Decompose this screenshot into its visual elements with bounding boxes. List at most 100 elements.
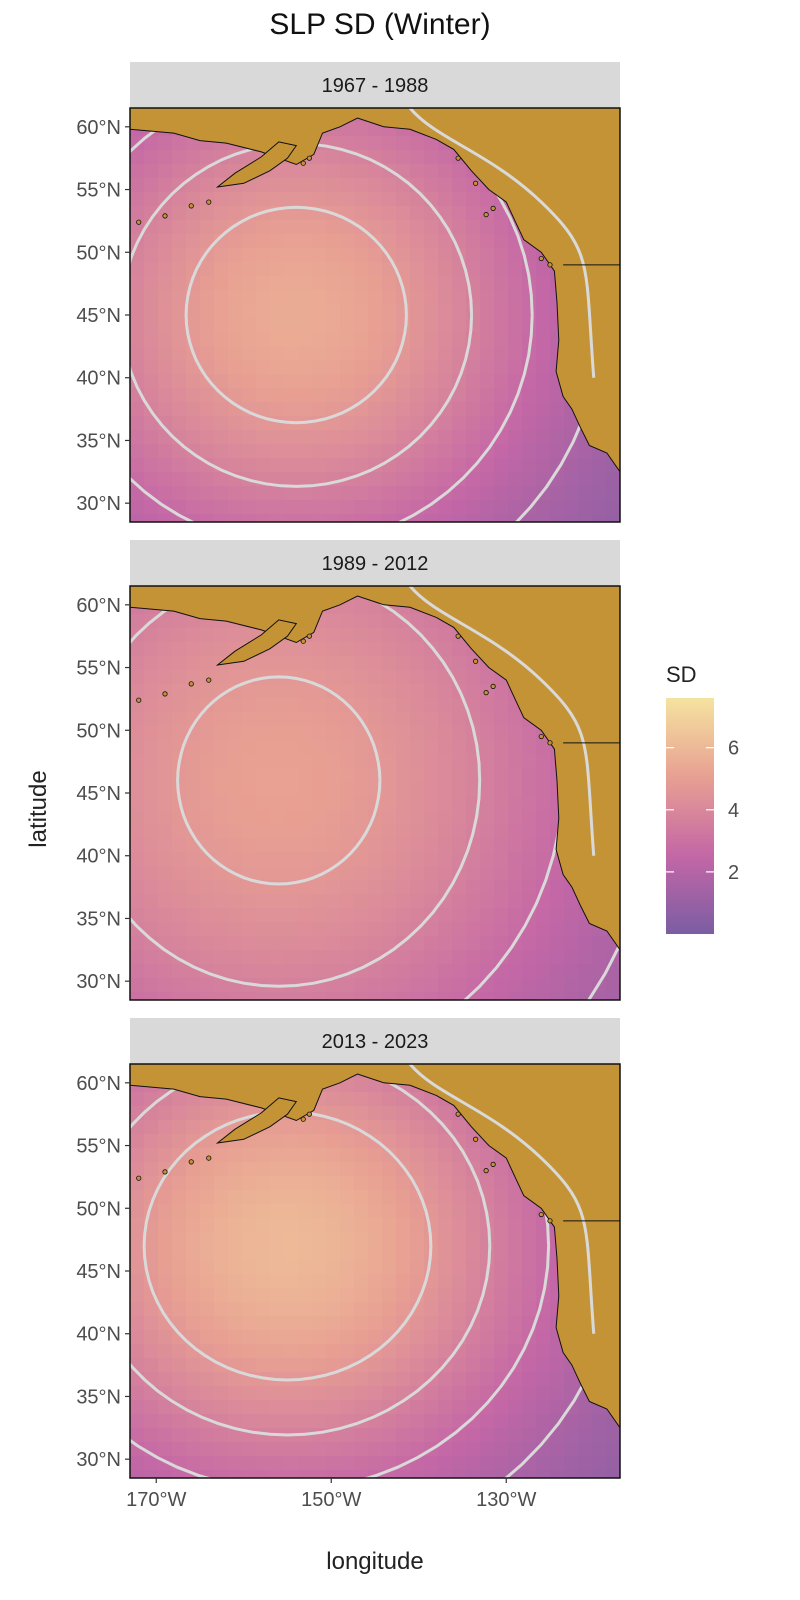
island [162, 691, 168, 697]
contour-line [130, 1064, 551, 1478]
y-tick-label: 60°N [76, 595, 121, 617]
alaska-peninsula [215, 1097, 298, 1144]
y-tick-label: 50°N [76, 1198, 121, 1220]
y-tick-label: 60°N [76, 117, 121, 139]
island [483, 690, 489, 696]
panel-content [84, 586, 620, 1000]
y-tick-label: 35°N [76, 1386, 121, 1408]
legend-title: SD [666, 662, 697, 687]
land-mass [130, 1064, 620, 1429]
island [473, 180, 479, 186]
island [306, 633, 312, 639]
island [162, 1169, 168, 1175]
island [490, 205, 496, 211]
island [547, 740, 553, 746]
island [473, 1136, 479, 1142]
y-tick-label: 45°N [76, 783, 121, 805]
island [136, 697, 142, 703]
y-tick-label: 40°N [76, 1324, 121, 1346]
legend-tick-label: 6 [728, 738, 739, 760]
y-tick-label: 55°N [76, 658, 121, 680]
island [95, 707, 99, 711]
island [473, 658, 479, 664]
land-contour-line [408, 108, 596, 378]
panel-content [84, 108, 620, 522]
contour-line [176, 675, 382, 886]
island [188, 203, 194, 209]
island [483, 1168, 489, 1174]
land-mass [130, 586, 620, 951]
island [84, 1183, 88, 1187]
panel-2: 1989 - 2012 30°N 35°N 40°N 45°N 50°N 55°N 60°N [76, 540, 621, 1001]
facet-label: 1967 - 1988 [322, 75, 429, 97]
island [136, 219, 142, 225]
legend-tick-label: 4 [728, 800, 739, 822]
y-tick-label: 30°N [76, 1449, 121, 1471]
island [490, 1161, 496, 1167]
island [188, 681, 194, 687]
island [84, 705, 88, 709]
island [84, 227, 88, 231]
island [162, 213, 168, 219]
legend-tick-label: 2 [728, 862, 739, 884]
island [102, 1183, 106, 1187]
legend-colorbar [666, 698, 714, 934]
x-tick-label: 170°W [126, 1489, 186, 1511]
island [206, 199, 212, 205]
island [455, 633, 461, 639]
island [102, 227, 106, 231]
panel-content [84, 1064, 620, 1478]
island [490, 683, 496, 689]
y-tick-label: 55°N [76, 180, 121, 202]
facet-label: 2013 - 2023 [322, 1031, 429, 1053]
contour-line [184, 205, 408, 425]
y-tick-label: 35°N [76, 908, 121, 930]
island [300, 1116, 306, 1122]
facet-strip [130, 62, 620, 108]
island [538, 1211, 544, 1218]
island [538, 255, 544, 262]
x-axis-label: longitude [326, 1548, 424, 1575]
contour-line [142, 1110, 433, 1382]
island [483, 212, 489, 218]
island [188, 1159, 194, 1165]
y-tick-label: 45°N [76, 305, 121, 327]
island [547, 1218, 553, 1224]
contour-line [130, 142, 474, 488]
island [136, 1175, 142, 1181]
island [547, 262, 553, 268]
island [102, 705, 106, 709]
island [538, 733, 544, 740]
land-mass [130, 108, 620, 473]
x-tick-label: 130°W [476, 1489, 536, 1511]
alaska-peninsula [215, 619, 298, 666]
facet-strip [130, 540, 620, 586]
alaska-peninsula [215, 141, 298, 188]
facet-strip [130, 1018, 620, 1064]
island [206, 677, 212, 683]
y-tick-label: 30°N [76, 971, 121, 993]
panel-1: 1967 - 1988 30°N 35°N 40°N 45°N 50°N 55°N 60°N [76, 62, 621, 523]
island [306, 155, 312, 161]
y-tick-label: 50°N [76, 242, 121, 264]
y-tick-label: 40°N [76, 368, 121, 390]
island [455, 155, 461, 161]
island [300, 160, 306, 166]
island [300, 638, 306, 644]
land-contour-line [408, 586, 596, 856]
island [206, 1155, 212, 1161]
land-contour-line [408, 1064, 596, 1334]
island [455, 1111, 461, 1117]
x-tick-label: 150°W [301, 1489, 361, 1511]
y-tick-label: 60°N [76, 1073, 121, 1095]
y-tick-label: 55°N [76, 1136, 121, 1158]
y-tick-label: 40°N [76, 846, 121, 868]
island [95, 229, 99, 233]
island [306, 1111, 312, 1117]
y-tick-label: 35°N [76, 430, 121, 452]
chart-title: SLP SD (Winter) [269, 8, 491, 41]
facet-label: 1989 - 2012 [322, 553, 429, 575]
y-tick-label: 45°N [76, 1261, 121, 1283]
